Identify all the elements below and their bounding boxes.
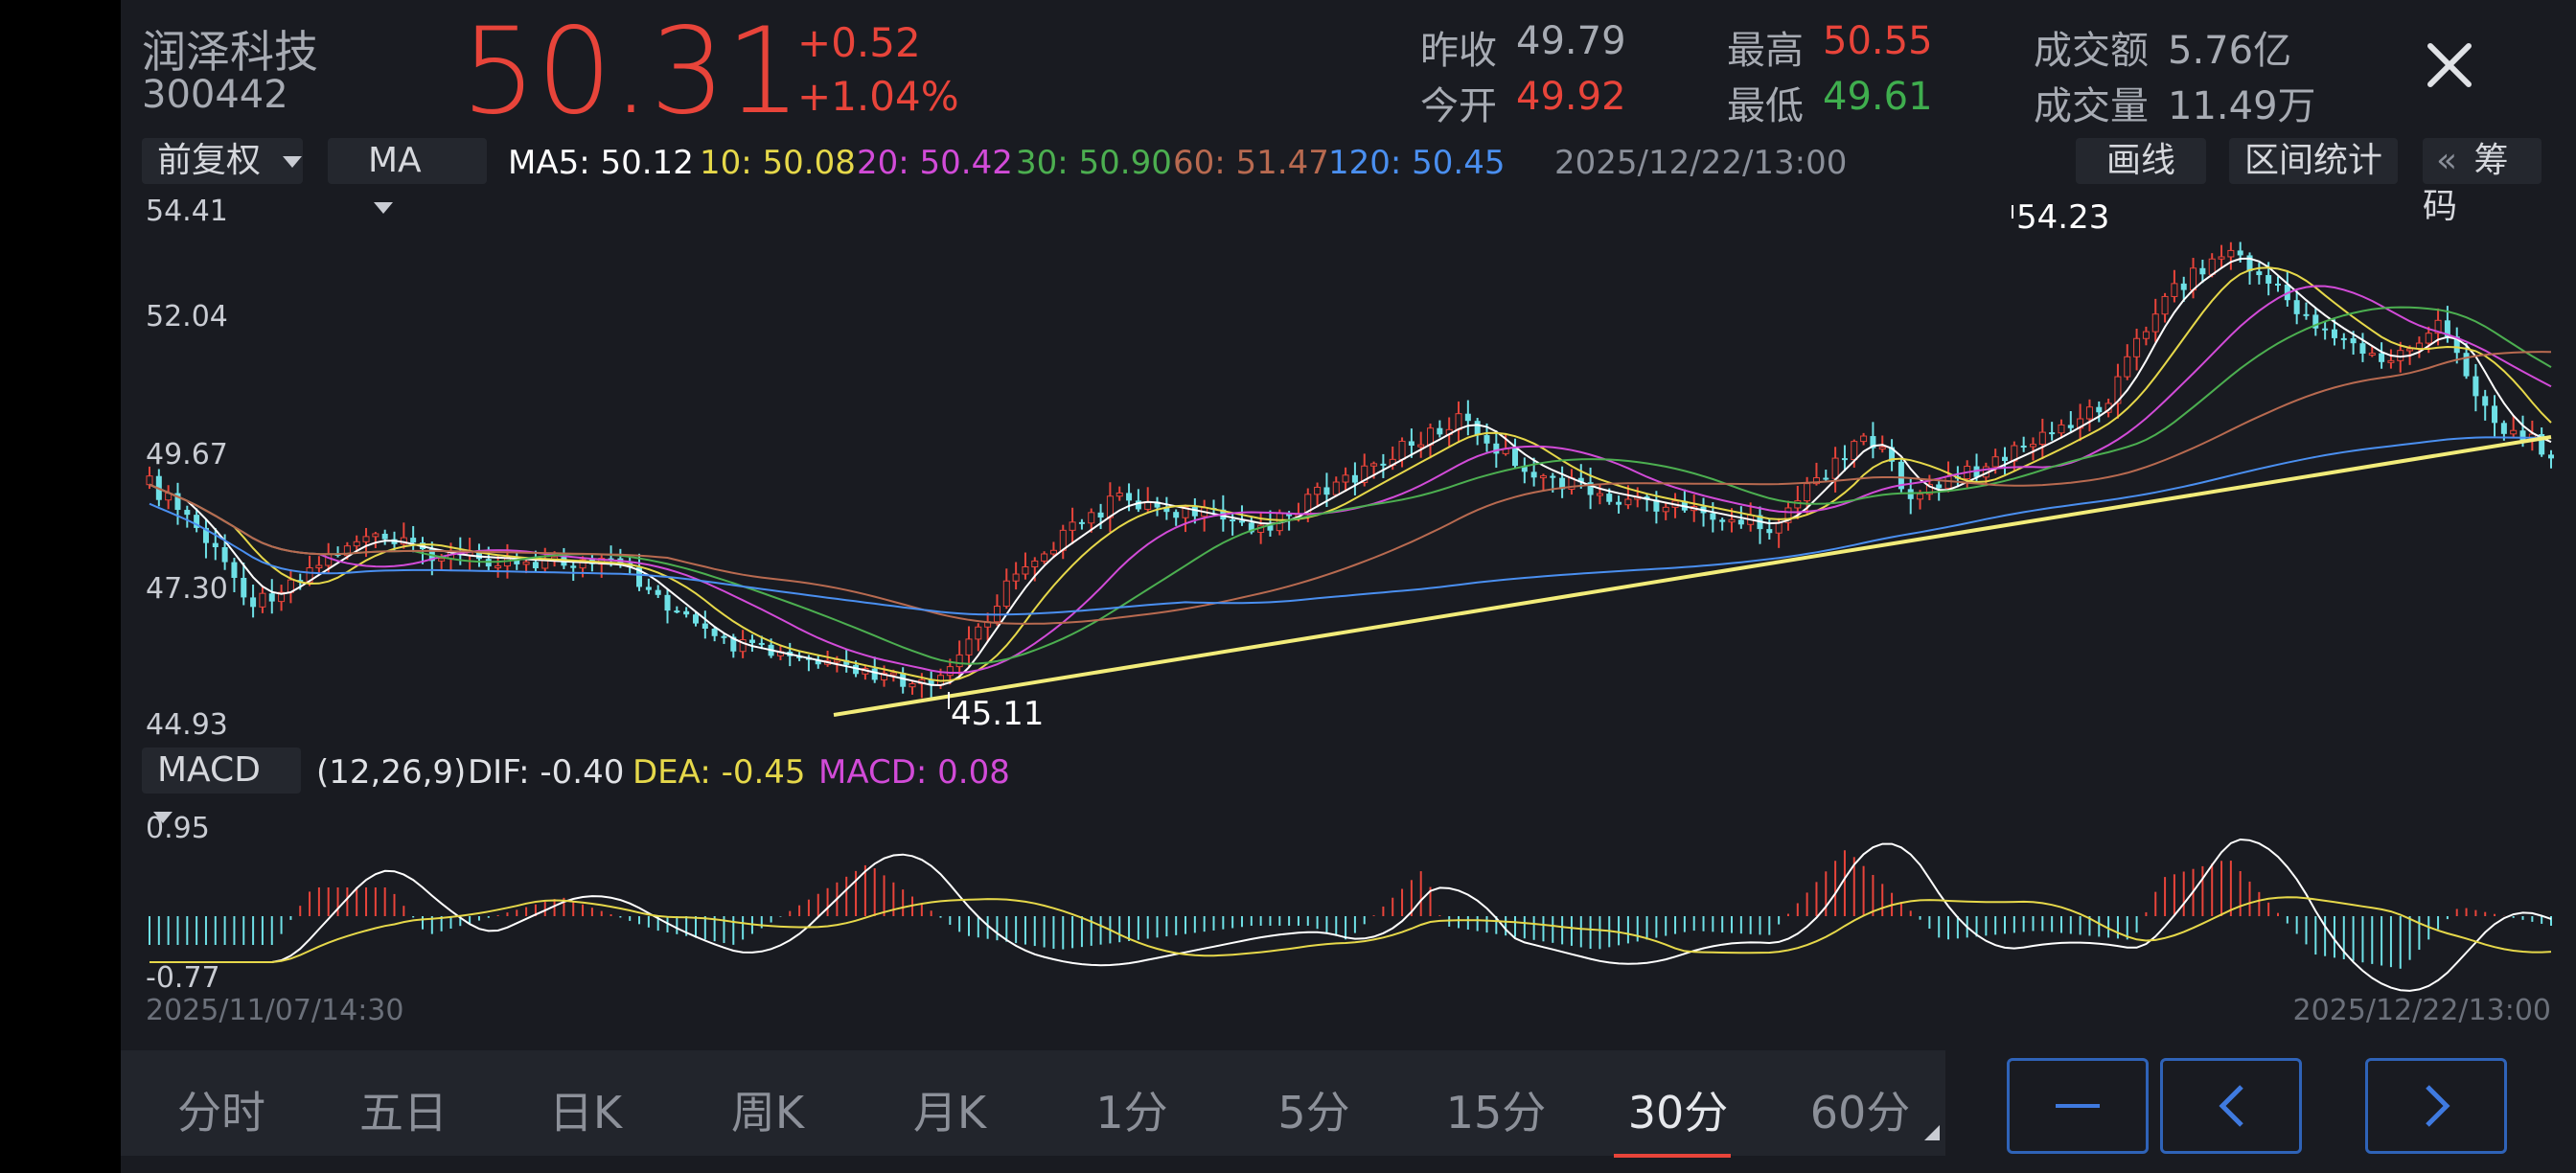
ma10-value: 10: 50.08 [700, 144, 856, 182]
prev-close-value: 49.79 [1516, 19, 1626, 63]
tab-30分[interactable]: 30分 [1627, 1087, 1729, 1138]
ma20-value: 20: 50.42 [857, 144, 1013, 182]
adjust-label: 前复权 [157, 141, 262, 180]
price-change-pct: +1.04% [797, 73, 959, 120]
minus-icon [2056, 1104, 2100, 1108]
ma30-value: 30: 50.90 [1016, 144, 1172, 182]
prev-close-label: 昨收 [1420, 29, 1497, 73]
draw-line-button[interactable]: 画线 [2076, 138, 2206, 184]
chevron-right-icon [2426, 1085, 2450, 1127]
stock-name: 润泽科技 [142, 26, 318, 78]
macd-chart[interactable]: 0.95 -0.77 2025/11/07/14:30 2025/12/22/1… [121, 795, 2576, 1025]
chevron-down-icon [283, 156, 303, 168]
chevron-down-icon [153, 812, 172, 823]
macd-lines [150, 838, 2552, 992]
macd-dif: DIF: -0.40 [468, 753, 625, 792]
price-change: +0.52 [797, 19, 921, 66]
axis-label-top: 54.41 [146, 195, 228, 228]
high-value: 50.55 [1823, 19, 1933, 63]
kline-screen: 润泽科技 300442 50.31 +0.52 +1.04% 昨收 49.79 … [121, 0, 2576, 1173]
draw-line-label: 画线 [2105, 141, 2175, 180]
macd-histogram [149, 850, 2552, 969]
open-value: 49.92 [1516, 75, 1626, 119]
date-end: 2025/12/22/13:00 [2293, 994, 2551, 1025]
tab-日K[interactable]: 日K [548, 1087, 623, 1138]
tab-5分[interactable]: 5分 [1277, 1087, 1350, 1138]
resize-corner-icon [1924, 1125, 1940, 1140]
volume-value: 11.49万 [2168, 84, 2316, 128]
chevron-down-icon [374, 202, 393, 214]
macd-label: MACD [157, 750, 261, 790]
ma5-value: MA5: 50.12 [508, 144, 694, 182]
moving-average-lines [149, 257, 2552, 687]
axis-label-3: 49.67 [146, 438, 228, 472]
kline-chart[interactable]: 54.41 52.04 49.67 47.30 44.93 54.23 45.1… [121, 192, 2576, 748]
collapse-button[interactable] [2007, 1058, 2149, 1154]
ma60-value: 60: 51.47 [1173, 144, 1329, 182]
chips-label: 筹码 [2423, 141, 2509, 226]
macd-axis-top: 0.95 [146, 812, 210, 845]
macd-select[interactable]: MACD [142, 748, 301, 823]
macd-params: (12,26,9) [316, 753, 467, 792]
amount-value: 5.76亿 [2168, 29, 2292, 73]
stock-code: 300442 [142, 73, 288, 117]
ma120-value: 120: 50.45 [1328, 144, 1506, 182]
close-button[interactable] [2423, 38, 2476, 92]
low-value: 49.61 [1823, 75, 1933, 119]
chips-button[interactable]: « 筹码 [2423, 138, 2542, 226]
tab-active-indicator [1614, 1154, 1731, 1158]
high-label: 最高 [1727, 29, 1804, 73]
macd-axis-bottom: -0.77 [146, 961, 220, 995]
amount-label: 成交额 [2034, 29, 2149, 73]
range-stats-button[interactable]: 区间统计 [2229, 138, 2398, 184]
chevron-left-icon [2219, 1085, 2243, 1127]
tab-60分[interactable]: 60分 [1809, 1087, 1911, 1138]
macd-value: MACD: 0.08 [818, 753, 1010, 792]
indicator-select[interactable]: MA [328, 138, 487, 214]
tab-分时[interactable]: 分时 [177, 1087, 265, 1138]
adjust-select[interactable]: 前复权 [142, 138, 303, 184]
date-start: 2025/11/07/14:30 [146, 994, 403, 1025]
range-stats-label: 区间统计 [2243, 141, 2382, 180]
double-chevron-left-icon: « [2436, 141, 2458, 180]
macd-dea: DEA: -0.45 [632, 753, 806, 792]
cursor-timestamp: 2025/12/22/13:00 [1554, 144, 1848, 182]
axis-label-4: 47.30 [146, 572, 228, 606]
tab-五日[interactable]: 五日 [359, 1087, 448, 1138]
current-price: 50.31 [461, 3, 801, 141]
trend-line [833, 435, 2552, 717]
axis-label-bottom: 44.93 [146, 708, 228, 742]
tab-月K[interactable]: 月K [912, 1087, 987, 1138]
tab-15分[interactable]: 15分 [1445, 1087, 1547, 1138]
low-annotation: 45.11 [951, 695, 1044, 733]
indicator-label: MA [368, 141, 422, 180]
low-label: 最低 [1727, 84, 1804, 128]
open-label: 今开 [1420, 84, 1497, 128]
axis-label-2: 52.04 [146, 300, 228, 334]
volume-label: 成交量 [2034, 84, 2149, 128]
tab-1分[interactable]: 1分 [1095, 1087, 1168, 1138]
high-annotation: 54.23 [2016, 198, 2109, 237]
prev-button[interactable] [2160, 1058, 2302, 1154]
tab-周K[interactable]: 周K [730, 1087, 805, 1138]
period-tab-bar [121, 1050, 1945, 1156]
next-button[interactable] [2365, 1058, 2507, 1154]
close-icon [2427, 43, 2472, 87]
